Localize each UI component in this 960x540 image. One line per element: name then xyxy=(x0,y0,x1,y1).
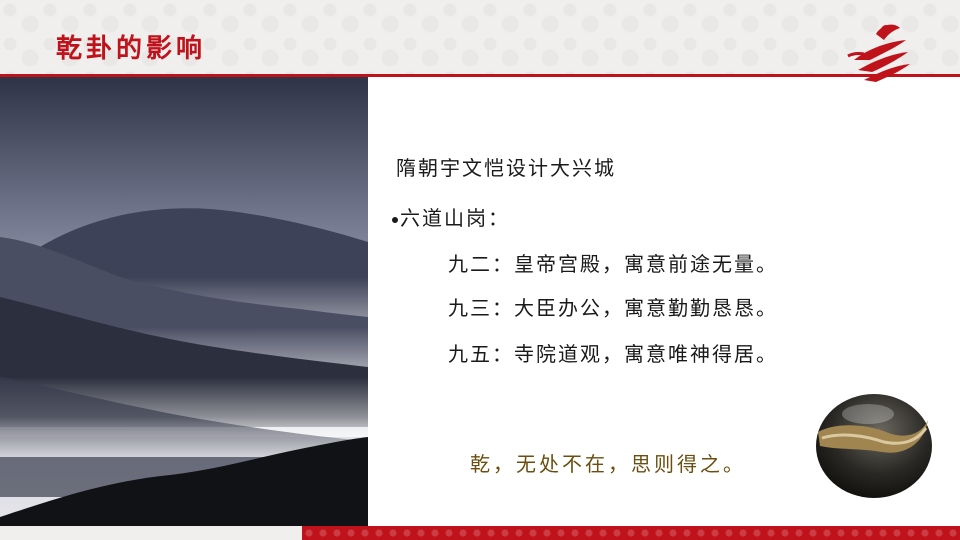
polished-stone-image xyxy=(816,394,932,498)
bullet-text: 六道山岗： xyxy=(400,206,510,230)
red-brush-logo-icon xyxy=(847,24,910,82)
mountain-landscape-image xyxy=(0,77,368,526)
bullet-item: 六道山岗： xyxy=(392,206,510,230)
footer-left-band xyxy=(0,526,302,540)
list-item: 九五：寺院道观，寓意唯神得居。 xyxy=(448,342,778,366)
list-item: 九二：皇帝宫殿，寓意前途无量。 xyxy=(448,252,778,276)
list-item: 九三：大臣办公，寓意勤勤恳恳。 xyxy=(448,296,778,320)
heading-text: 隋朝宇文恺设计大兴城 xyxy=(396,156,616,180)
header-band xyxy=(0,0,960,76)
closing-quote: 乾，无处不在，思则得之。 xyxy=(470,452,746,476)
slide-title: 乾卦的影响 xyxy=(56,34,207,64)
footer-red-band xyxy=(302,526,960,540)
header-divider xyxy=(0,74,960,77)
bullet-icon xyxy=(392,216,398,223)
